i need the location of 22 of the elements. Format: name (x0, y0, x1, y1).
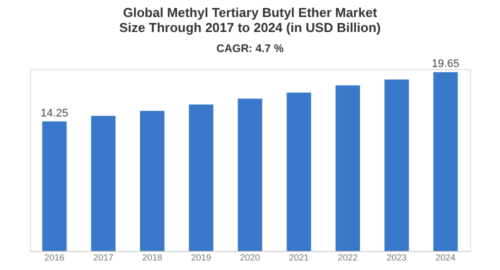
bar (336, 85, 360, 251)
bar (286, 92, 312, 251)
x-tick-label: 2017 (93, 252, 114, 262)
x-tick-label: 2019 (191, 252, 212, 262)
bar (238, 98, 262, 251)
data-label: 19.65 (432, 58, 460, 70)
bar (384, 79, 409, 251)
x-tick-label: 2022 (338, 252, 358, 262)
x-tick-label: 2023 (386, 252, 407, 262)
x-tick-label: 2024 (436, 252, 456, 262)
bar (140, 110, 164, 251)
data-label: 14.25 (40, 107, 68, 120)
bar (433, 72, 458, 251)
x-tick-label: 2021 (288, 252, 309, 262)
bar (188, 104, 214, 251)
x-tick-label: 2016 (44, 252, 64, 262)
x-tick-label: 2018 (142, 252, 162, 262)
x-tick-label: 2020 (240, 252, 260, 262)
chart-title: Global Methyl Tertiary Butyl Ether Market Size Through 2017 to 2024 (in USD Billion) (119, 5, 381, 36)
bar (42, 121, 67, 251)
bar (91, 116, 116, 251)
chart-subtitle: CAGR: 4.7 % (216, 43, 284, 56)
